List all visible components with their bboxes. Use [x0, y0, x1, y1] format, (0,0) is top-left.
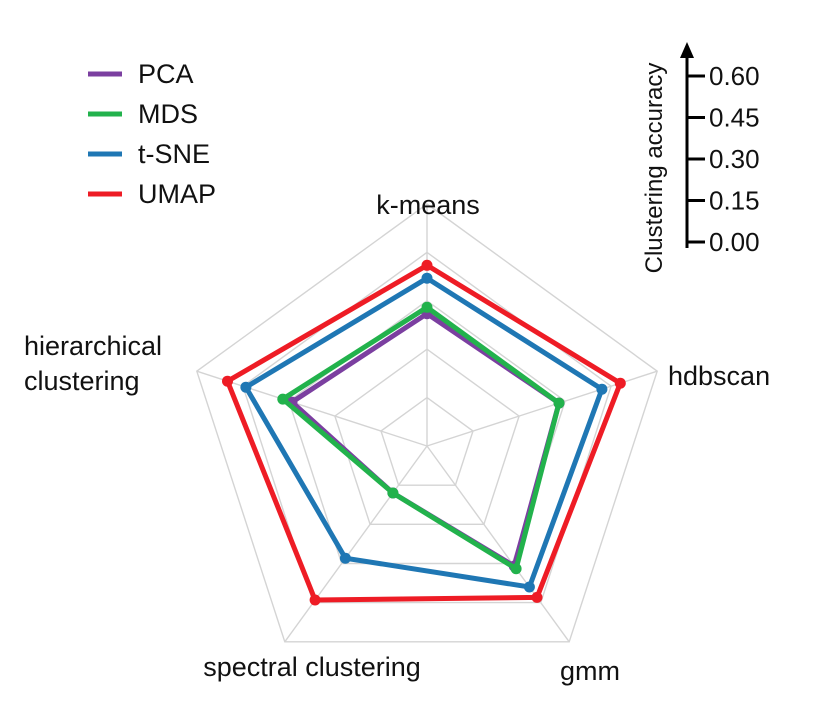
series-line-t-sne: [242, 275, 605, 590]
scale-tick-label-4: 0.00: [709, 227, 760, 257]
scale-title: Clustering accuracy: [641, 63, 668, 274]
legend-item-umap: UMAP: [88, 179, 216, 209]
series-umap: [222, 259, 626, 606]
series-mds: [277, 301, 565, 575]
axis-label-k-means: k-means: [376, 190, 480, 220]
grid-ring-3: [288, 299, 566, 565]
point-t-sne-hdbscan: [596, 383, 608, 395]
scale-tick-label-3: 0.15: [709, 186, 760, 216]
radar-grid: [195, 203, 659, 643]
grid-ring-2: [334, 348, 520, 525]
axis-label-hdbscan: hdbscan: [668, 361, 770, 391]
radar-axis-labels: k-means hdbscan gmm spectral clustering hier…: [24, 190, 770, 686]
axis-label-spectral-clustering: spectral clustering: [203, 652, 421, 682]
grid-ring-5: [195, 203, 659, 643]
point-mds-k-means: [421, 301, 433, 313]
point-umap-spectral-clustering: [309, 594, 321, 606]
radar-series: [222, 259, 626, 606]
grid-ring-4: [242, 251, 612, 604]
legend-item-t-sne: t-SNE: [88, 139, 210, 169]
grid-ring-1: [380, 396, 474, 486]
legend-item-mds: MDS: [88, 99, 198, 129]
point-mds-spectral-clustering: [387, 487, 399, 499]
grid-spoke-hierarchical-clustering: [196, 370, 428, 447]
point-umap-gmm: [531, 591, 543, 603]
point-mds-hdbscan: [553, 397, 565, 409]
point-umap-hierarchical-clustering: [222, 375, 233, 387]
legend-label-pca: PCA: [138, 59, 194, 89]
series-t-sne: [240, 272, 608, 593]
series-line-umap: [224, 262, 624, 603]
axis-label-hierarchical-clustering: hierarchical clustering: [24, 331, 162, 396]
scale-tick-label-0: 0.60: [709, 61, 760, 91]
accuracy-scale: 0.60 0.45 0.30 0.15 0.00 Clustering accuracy: [641, 42, 760, 273]
point-t-sne-gmm: [523, 581, 535, 593]
legend: PCA MDS t-SNE UMAP: [88, 59, 216, 209]
point-t-sne-k-means: [421, 272, 433, 284]
point-umap-hdbscan: [614, 377, 626, 389]
legend-label-umap: UMAP: [138, 179, 216, 209]
point-mds-hierarchical-clustering: [277, 393, 289, 405]
series-line-mds: [278, 304, 562, 573]
scale-tick-label-2: 0.30: [709, 144, 760, 174]
scale-arrow-icon: [680, 42, 694, 58]
grid-spoke-gmm: [426, 445, 570, 643]
point-mds-gmm: [510, 563, 522, 575]
legend-label-t-sne: t-SNE: [138, 139, 210, 169]
point-t-sne-hierarchical-clustering: [240, 381, 252, 393]
point-umap-k-means: [421, 259, 433, 271]
legend-item-pca: PCA: [88, 59, 194, 89]
scale-tick-label-1: 0.45: [709, 103, 760, 133]
point-t-sne-spectral-clustering: [339, 552, 351, 564]
grid-spoke-spectral-clustering: [284, 445, 428, 643]
legend-label-mds: MDS: [138, 99, 198, 129]
axis-label-gmm: gmm: [560, 656, 620, 686]
